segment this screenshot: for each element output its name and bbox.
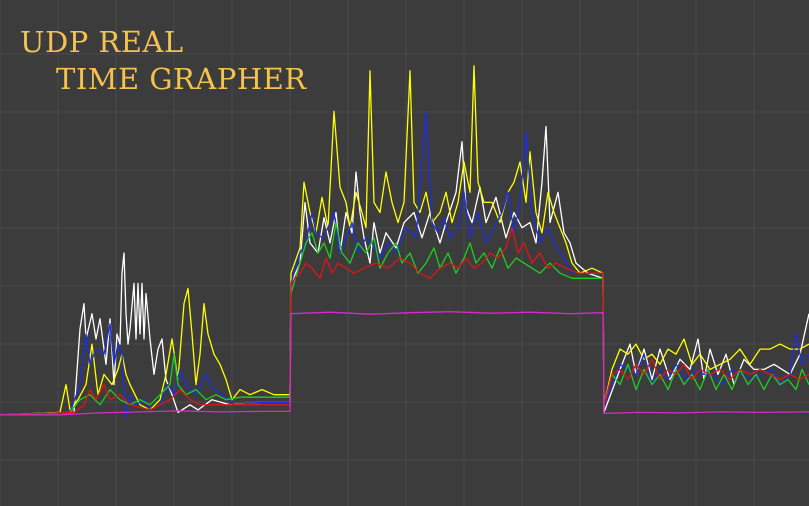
series-line-2 xyxy=(0,65,809,416)
series-line-5 xyxy=(0,227,809,416)
series-line-6 xyxy=(0,311,809,416)
app-logo: UDP REAL TIME GRAPHER xyxy=(20,24,307,98)
logo-line-2: TIME GRAPHER xyxy=(56,62,307,96)
logo-line-1: UDP REAL xyxy=(20,25,184,59)
series-line-1 xyxy=(0,125,809,416)
series-line-4 xyxy=(0,221,809,416)
